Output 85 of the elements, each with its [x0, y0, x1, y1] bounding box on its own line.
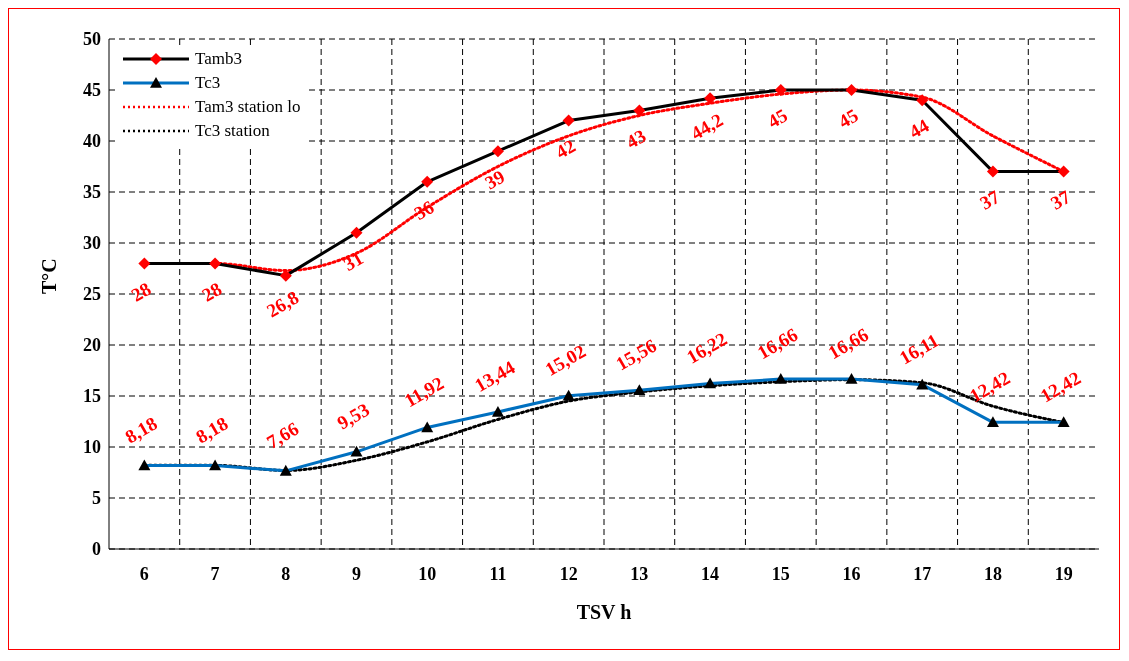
data-label: 12,42	[965, 366, 1014, 407]
point	[209, 459, 222, 471]
y-tick-label: 15	[83, 386, 101, 407]
x-tick-label: 7	[210, 563, 220, 584]
data-label: 45	[764, 104, 792, 133]
x-tick-label: 13	[630, 563, 649, 584]
x-tick-label: 15	[771, 563, 790, 584]
point	[562, 389, 575, 401]
point	[633, 384, 646, 396]
data-label: 28	[198, 277, 226, 306]
data-label: 37	[976, 185, 1004, 214]
legend-label: Tam3 station lo	[195, 97, 301, 117]
data-label: 31	[339, 247, 367, 276]
point	[138, 257, 151, 270]
point	[633, 104, 646, 117]
x-tick-label: 17	[913, 563, 932, 584]
data-label: 45	[834, 104, 862, 133]
x-tick-label: 9	[352, 563, 361, 584]
x-tick-label: 10	[418, 563, 437, 584]
point	[845, 84, 858, 96]
y-tick-label: 10	[83, 437, 101, 458]
x-axis-title: TSV h	[576, 601, 632, 623]
data-label: 42	[551, 135, 579, 163]
x-tick-label: 8	[281, 563, 291, 584]
point	[562, 114, 575, 127]
y-tick-label: 40	[83, 131, 101, 152]
data-label: 8,18	[121, 412, 161, 448]
data-label: 13,44	[470, 356, 519, 397]
point	[421, 421, 434, 433]
x-tick-label: 11	[489, 563, 507, 584]
point	[986, 416, 999, 428]
point	[1057, 165, 1070, 178]
data-label: 43	[622, 124, 650, 153]
data-label: 37	[1046, 185, 1075, 214]
x-tick-label: 16	[842, 563, 861, 584]
y-tick-label: 0	[92, 539, 101, 560]
y-tick-label: 50	[83, 29, 101, 50]
x-tick-label: 19	[1054, 563, 1073, 584]
data-label: 28	[127, 277, 155, 306]
point	[986, 165, 999, 178]
point	[279, 464, 292, 476]
y-axis-title: T°C	[38, 258, 61, 294]
data-label: 7,66	[262, 417, 303, 453]
legend-label: Tc3	[195, 73, 221, 93]
y-tick-label: 45	[83, 80, 101, 101]
y-tick-label: 25	[83, 284, 101, 305]
data-label: 16,66	[753, 323, 802, 364]
y-tick-label: 20	[83, 335, 101, 356]
point	[138, 459, 151, 471]
x-tick-label: 14	[701, 563, 720, 584]
point	[704, 377, 717, 389]
point	[209, 257, 222, 270]
legend-label: Tamb3	[195, 49, 242, 69]
data-label: 12,42	[1036, 366, 1085, 407]
point	[774, 84, 787, 96]
point	[350, 445, 363, 457]
point	[916, 378, 929, 390]
point	[916, 94, 929, 107]
data-label: 15,02	[541, 340, 590, 380]
point	[350, 226, 363, 239]
data-label: 39	[481, 165, 509, 194]
y-tick-label: 30	[83, 233, 101, 254]
data-label: 11,92	[400, 372, 448, 412]
data-label: 44	[905, 114, 933, 143]
data-label: 9,53	[333, 398, 373, 434]
point	[491, 405, 504, 417]
data-label: 26,8	[262, 286, 303, 322]
point	[491, 145, 504, 158]
point	[704, 92, 717, 105]
legend-label: Tc3 station	[195, 121, 270, 141]
data-label: 16,66	[824, 323, 873, 364]
y-tick-label: 35	[83, 182, 101, 203]
x-tick-label: 18	[983, 563, 1002, 584]
data-label: 44,2	[687, 109, 727, 144]
data-label: 15,56	[612, 334, 660, 375]
y-tick-label: 5	[92, 488, 101, 509]
x-tick-label: 6	[139, 563, 149, 584]
data-label: 8,18	[192, 412, 232, 448]
data-label: 16,11	[895, 329, 943, 369]
point	[1057, 416, 1070, 428]
data-label: 16,22	[683, 328, 731, 368]
point	[845, 373, 858, 384]
point	[421, 175, 434, 188]
x-tick-label: 12	[559, 563, 578, 584]
point	[774, 373, 787, 384]
